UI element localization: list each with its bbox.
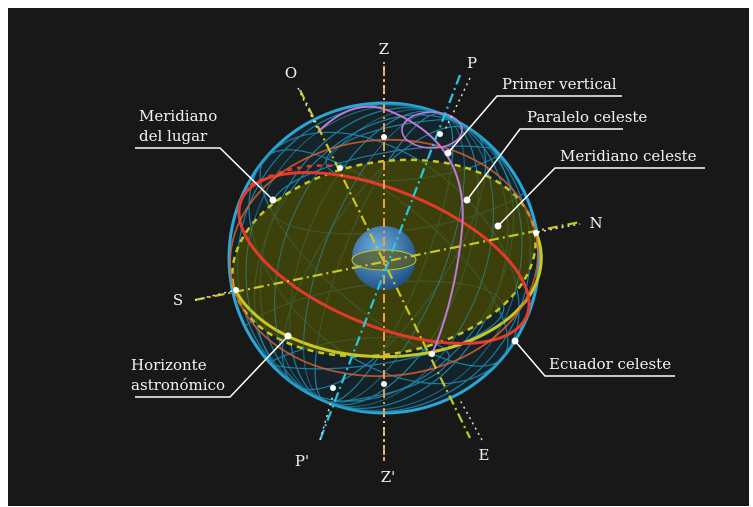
label-east: E xyxy=(479,446,490,464)
label-south: S xyxy=(173,291,183,309)
small-parallel-circle xyxy=(401,111,463,149)
label-south-pole: P' xyxy=(295,452,309,470)
label-paralelo-celeste: Paralelo celeste xyxy=(527,108,647,126)
label-nadir: Z' xyxy=(381,468,396,486)
label-primer-vertical: Primer vertical xyxy=(502,75,617,93)
label-west: O xyxy=(285,64,297,82)
east-west-axis xyxy=(299,89,471,439)
label-zenith: Z xyxy=(379,40,389,58)
polar-axis xyxy=(318,74,462,441)
equator-back-dashed xyxy=(249,164,341,187)
north-south-axis xyxy=(194,220,581,302)
label-meridiano-lugar-line2: del lugar xyxy=(139,127,208,145)
label-north-pole: P xyxy=(467,54,477,72)
prime-vertical-circle xyxy=(317,105,464,355)
horizon-grid xyxy=(245,105,523,411)
label-horizonte-line1: Horizonte xyxy=(131,356,207,374)
horizon-front-line xyxy=(231,230,543,359)
callout-lines xyxy=(135,95,705,398)
label-meridiano-celeste: Meridiano celeste xyxy=(560,147,697,165)
label-horizonte-line2: astronómico xyxy=(131,376,225,394)
label-north: N xyxy=(589,214,602,232)
local-meridian-circle xyxy=(229,138,539,378)
axis-leaders xyxy=(194,62,581,462)
label-meridiano-lugar-line1: Meridiano xyxy=(139,107,217,125)
label-ecuador-celeste: Ecuador celeste xyxy=(549,355,671,373)
celestial-equator xyxy=(237,171,531,345)
